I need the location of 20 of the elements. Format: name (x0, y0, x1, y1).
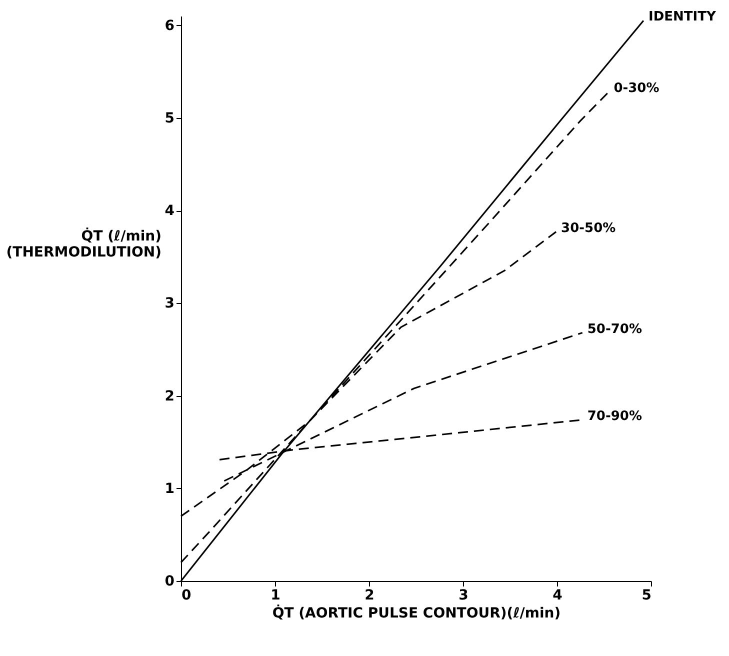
y-tick-label: 4 (164, 203, 175, 220)
series-label: 30-50% (561, 220, 616, 236)
y-tick-label: 3 (164, 296, 174, 312)
y-tick-label: 0 (164, 574, 175, 590)
x-tick-label: 0 (182, 588, 192, 604)
series-label: 50-70% (587, 322, 642, 337)
x-tick-label: 1 (270, 588, 280, 604)
series-label: 70-90% (587, 408, 642, 424)
y-tick-label: 6 (164, 18, 174, 34)
x-tick-label: 3 (458, 588, 468, 604)
y-tick-label: 2 (164, 388, 174, 404)
x-tick-label: 4 (552, 588, 563, 604)
series-label: 0-30% (614, 80, 660, 96)
y-tick-label: 1 (164, 480, 174, 497)
series-label: IDENTITY (648, 10, 716, 25)
x-axis-title: Q̇T (AORTIC PULSE CONTOUR)(ℓ/min) (272, 604, 561, 622)
x-tick-label: 5 (642, 588, 652, 604)
y-tick-label: 5 (164, 110, 174, 126)
x-tick-label: 2 (364, 588, 374, 604)
y-axis-title: Q̇T (ℓ/min) (THERMODILUTION) (6, 226, 162, 260)
